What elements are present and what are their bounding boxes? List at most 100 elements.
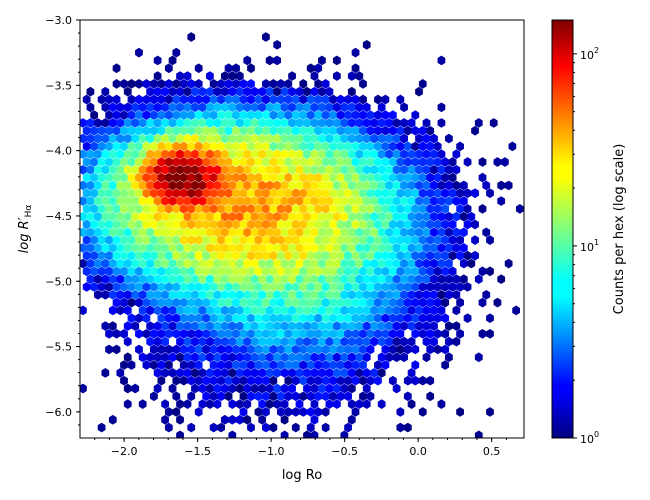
hex-cell: [359, 110, 367, 120]
hex-cell: [82, 157, 91, 167]
hex-cell: [179, 266, 188, 277]
hex-cell: [187, 360, 196, 370]
hex-cell: [478, 157, 487, 167]
hex-cell: [448, 266, 457, 277]
hex-cell: [288, 149, 296, 160]
hex-cell: [258, 289, 267, 300]
hex-cell: [243, 180, 252, 191]
hex-cell: [276, 188, 285, 199]
hex-cell: [370, 196, 379, 206]
hex-cell: [105, 329, 113, 339]
hex-cell: [314, 391, 323, 402]
hex-cell: [306, 266, 315, 277]
hex-cell: [254, 297, 263, 308]
hex-cell: [415, 180, 423, 191]
hex-cell: [291, 407, 300, 417]
hex-cell: [362, 243, 371, 253]
hex-cell: [486, 235, 494, 245]
hex-cell: [269, 204, 278, 214]
hex-cell: [433, 219, 442, 230]
hex-cell: [332, 133, 341, 144]
hex-cell: [314, 235, 323, 245]
hex-cell: [183, 164, 192, 175]
hex-cell: [142, 188, 151, 199]
hex-cell: [224, 141, 233, 152]
hex-cell: [206, 180, 214, 191]
hex-cell: [213, 227, 222, 238]
hex-cell: [321, 266, 330, 277]
hex-cell: [403, 422, 412, 433]
hex-cell: [224, 63, 233, 74]
hex-cell: [161, 289, 169, 300]
hex-cell: [344, 375, 352, 386]
hex-cell: [340, 258, 349, 269]
hex-cell: [217, 282, 225, 292]
hex-cell: [179, 250, 188, 261]
hex-cell: [183, 227, 192, 238]
hex-cell: [265, 243, 274, 253]
hex-cell: [415, 227, 423, 238]
hex-cell: [306, 250, 315, 261]
hex-cell: [433, 172, 442, 183]
hex-cell: [228, 102, 237, 113]
hex-cell: [232, 250, 240, 261]
hex-cell: [347, 211, 356, 222]
hex-cell: [235, 258, 244, 269]
hex-cell: [142, 297, 151, 308]
hex-cell: [213, 289, 222, 300]
hex-cell: [228, 149, 237, 160]
hex-cell: [168, 180, 177, 191]
hex-cell: [179, 157, 188, 167]
hex-cell: [179, 375, 188, 386]
hex-cell: [374, 125, 382, 136]
hex-cell: [228, 399, 237, 409]
hex-cell: [176, 118, 184, 128]
hex-cell: [127, 360, 136, 370]
hex-cell: [273, 118, 282, 128]
hex-cell: [153, 352, 162, 363]
hex-cell: [262, 282, 270, 292]
hex-cell: [318, 305, 326, 316]
hex-cell: [112, 63, 121, 74]
hex-cell: [150, 282, 158, 292]
hex-cell: [146, 274, 155, 284]
hex-cell: [235, 102, 244, 113]
hex-cell: [105, 157, 113, 167]
hex-cell: [138, 243, 147, 253]
hex-cell: [437, 227, 446, 238]
hex-cell: [362, 227, 371, 238]
hex-cell: [400, 321, 408, 331]
hex-cell: [310, 133, 319, 144]
hex-cell: [146, 258, 155, 269]
hex-cell: [176, 336, 184, 347]
x-tick-label: 0.5: [483, 445, 501, 458]
hex-cell: [332, 227, 341, 238]
hex-cell: [116, 227, 125, 238]
hex-cell: [202, 266, 211, 277]
hex-cell: [448, 172, 457, 183]
hex-cell: [445, 258, 453, 269]
hex-cell: [332, 336, 341, 347]
hex-cell: [385, 352, 394, 363]
hex-cell: [288, 305, 296, 316]
hex-cell: [142, 266, 151, 277]
hex-cell: [146, 180, 155, 191]
hex-cell: [258, 149, 267, 160]
hex-cell: [153, 164, 162, 175]
hex-cell: [112, 297, 121, 308]
hex-cell: [247, 422, 255, 433]
hex-cell: [295, 399, 304, 409]
hex-cell: [105, 235, 113, 245]
hex-cell: [407, 196, 416, 206]
hex-cell: [366, 125, 375, 136]
hex-cell: [403, 157, 412, 167]
hex-cell: [258, 133, 267, 144]
hex-cell: [325, 399, 334, 409]
hex-cell: [254, 266, 263, 277]
hex-cell: [243, 352, 252, 363]
hex-cell: [284, 204, 293, 214]
hex-cell: [336, 360, 345, 370]
hex-cell: [217, 266, 225, 277]
hex-cell: [224, 266, 233, 277]
hex-cell: [232, 360, 240, 370]
